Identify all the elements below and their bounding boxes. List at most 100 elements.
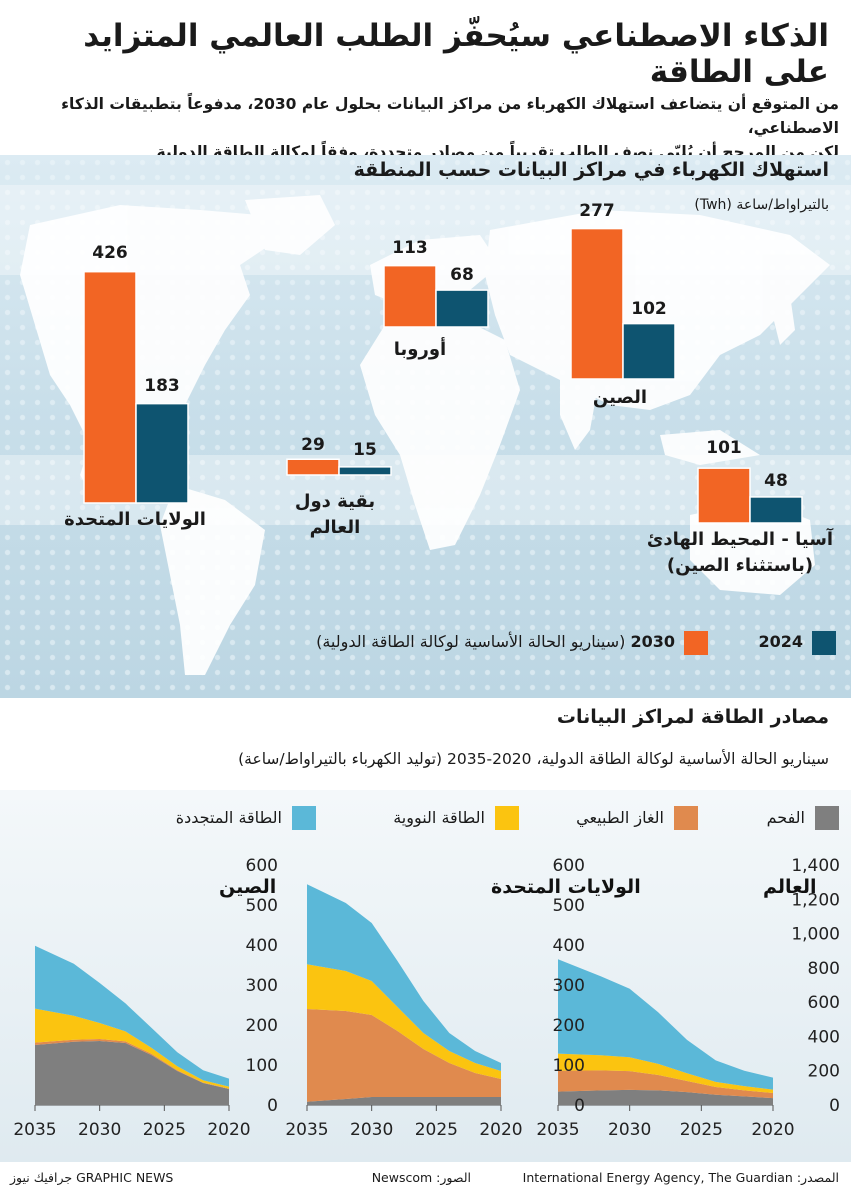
energy-area-charts: 0 200 400 600 800 1,000 1,200 1,400 2020 2025 2030…: [13, 856, 840, 1140]
y-tick-label-world: 1,200: [791, 890, 840, 910]
y-tick-label-us: 0: [574, 1096, 585, 1116]
page-title: الذكاء الاصطناعي سيُحفّز الطلب العالمي ا…: [83, 18, 829, 90]
legend-label-renewable: الطاقة المتجددة: [175, 808, 282, 827]
section2-subtitle: سيناريو الحالة الأساسية لوكالة الطاقة ال…: [238, 750, 829, 768]
y-tick-label-world: 1,400: [791, 856, 840, 876]
bar-china-2024: [622, 322, 676, 380]
region-bar-chart: [83, 227, 803, 524]
bar-value-china-2024: 102: [631, 299, 667, 319]
x-tick-label-us: 2030: [350, 1120, 393, 1140]
bar-row-2024: [338, 466, 392, 476]
y-tick-label-china: 300: [246, 976, 278, 996]
x-tick-label-china: 2030: [78, 1120, 121, 1140]
bar-value-europe-2030: 113: [392, 238, 428, 258]
y-tick-label-us: 400: [553, 936, 585, 956]
bar-china-2030: [570, 227, 624, 380]
legend-swatch-nuclear: [495, 806, 519, 830]
area-world-renewable: [558, 959, 773, 1090]
region-label-europe: أوروبا: [393, 339, 447, 360]
legend-label-2030: 2030 (سيناريو الحالة الأساسية لوكالة الط…: [316, 632, 675, 651]
legend-swatch-2024: [812, 631, 836, 655]
section2-title: مصادر الطاقة لمراكز البيانات: [556, 706, 829, 728]
y-tick-label-world: 1,000: [791, 925, 840, 945]
bar-value-us-2030: 426: [92, 243, 128, 263]
y-tick-label-us: 600: [553, 856, 585, 876]
area-world-gas: [558, 1070, 773, 1099]
y-tick-label-world: 0: [829, 1096, 840, 1116]
region-label-asia-line1: آسيا - المحيط الهادئ: [646, 529, 834, 550]
area-world-nuclear: [558, 1053, 773, 1093]
legend-swatch-renewable: [292, 806, 316, 830]
x-tick-label-us: 2035: [285, 1120, 328, 1140]
y-tick-label-us: 200: [553, 1016, 585, 1036]
section1-title: استهلاك الكهرباء في مراكز البيانات حسب ا…: [353, 159, 829, 181]
y-tick-label-us: 500: [553, 896, 585, 916]
bar-value-asia-2024: 48: [764, 471, 788, 491]
bar-europe-2030: [383, 264, 437, 328]
area-us-nuclear: [307, 964, 501, 1079]
bar-value-row-2024: 15: [353, 440, 377, 460]
x-tick-label-china: 2020: [207, 1120, 250, 1140]
y-tick-label-world: 800: [808, 959, 840, 979]
legend-label-2030-note: (سيناريو الحالة الأساسية لوكالة الطاقة ا…: [316, 632, 626, 651]
legend-swatch-gas: [674, 806, 698, 830]
source-credit: المصدر: International Energy Agency, The…: [522, 1170, 839, 1185]
chart-title-world: العالم: [763, 876, 817, 898]
legend-label-2030-year: 2030: [630, 632, 675, 651]
legend-label-nuclear: الطاقة النووية: [393, 808, 485, 827]
x-tick-label-us: 2020: [479, 1120, 522, 1140]
y-tick-label-world: 400: [808, 1027, 840, 1047]
x-tick-label-us: 2025: [415, 1120, 458, 1140]
bar-value-us-2024: 183: [144, 376, 180, 396]
y-tick-label-china: 0: [267, 1096, 278, 1116]
x-tick-label-world: 2030: [608, 1120, 651, 1140]
region-label-row-line2: العالم: [309, 517, 361, 538]
y-tick-label-us: 100: [553, 1056, 585, 1076]
brand-credit: جرافيك نيوز GRAPHIC NEWS: [10, 1170, 174, 1185]
x-tick-label-world: 2035: [536, 1120, 579, 1140]
bar-row-2030: [286, 458, 340, 476]
legend-label-2024: 2024: [758, 632, 803, 651]
bar-value-asia-2030: 101: [706, 438, 742, 458]
x-tick-label-world: 2025: [680, 1120, 723, 1140]
area-us-coal: [307, 1097, 501, 1105]
region-label-us: الولايات المتحدة: [64, 509, 206, 530]
y-tick-label-world: 200: [808, 1062, 840, 1082]
legend-label-coal: الفحم: [766, 808, 805, 827]
legend-label-gas: الغاز الطبيعي: [576, 808, 664, 827]
bar-us-2030: [83, 270, 137, 504]
y-tick-label-china: 500: [246, 896, 278, 916]
area-china-coal: [35, 1041, 229, 1105]
bar-value-row-2030: 29: [301, 435, 325, 455]
area-us-gas: [307, 1009, 501, 1102]
chart-title-china: الصين: [219, 876, 276, 898]
region-label-row-line1: بقية دول: [294, 491, 376, 512]
photo-credit: الصور: Newscom: [371, 1170, 471, 1185]
area-china-renewable: [35, 945, 229, 1087]
bar-europe-2024: [435, 289, 489, 328]
bar-value-china-2030: 277: [579, 201, 615, 221]
bar-us-2024: [135, 402, 189, 504]
map-panel: استهلاك الكهرباء في مراكز البيانات حسب ا…: [0, 155, 851, 698]
x-tick-label-china: 2025: [143, 1120, 186, 1140]
area-us-renewable: [307, 884, 501, 1071]
y-tick-label-world: 600: [808, 993, 840, 1013]
chart-title-us: الولايات المتحدة: [491, 876, 641, 898]
legend-swatch-2030: [684, 631, 708, 655]
region-label-asia: آسيا - المحيط الهادئ (باستثناء الصين): [640, 527, 840, 579]
y-tick-label-china: 100: [246, 1056, 278, 1076]
intro-line-1: من المتوقع أن يتضاعف استهلاك الكهرباء من…: [61, 95, 839, 137]
bar-asia-2030: [697, 467, 751, 524]
bar-asia-2024: [749, 496, 803, 524]
x-tick-label-china: 2035: [13, 1120, 56, 1140]
region-label-row: بقية دول العالم: [270, 489, 400, 541]
region-label-china: الصين: [592, 387, 648, 408]
section1-unit: بالتيراواط/ساعة (Twh): [694, 197, 829, 213]
legend-swatch-coal: [815, 806, 839, 830]
y-tick-label-china: 600: [246, 856, 278, 876]
y-tick-label-china: 400: [246, 936, 278, 956]
y-tick-label-us: 300: [553, 976, 585, 996]
region-label-asia-line2: (باستثناء الصين): [666, 555, 814, 576]
x-tick-label-world: 2020: [751, 1120, 794, 1140]
y-tick-label-china: 200: [246, 1016, 278, 1036]
